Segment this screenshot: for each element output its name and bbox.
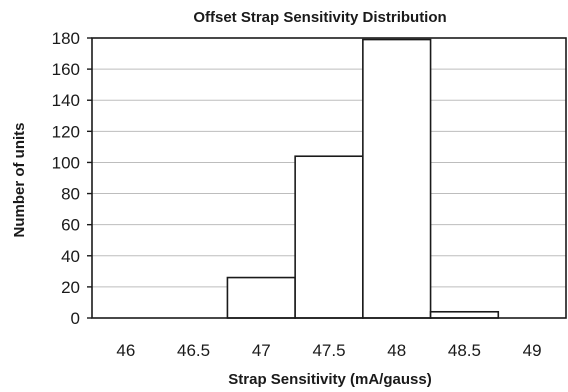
x-tick-label: 46.5	[177, 341, 210, 360]
x-tick-label: 46	[116, 341, 135, 360]
x-axis-label: Strap Sensitivity (mA/gauss)	[228, 371, 431, 388]
y-tick-label: 20	[61, 278, 80, 297]
y-tick-label: 120	[52, 122, 80, 141]
plot-frame	[91, 37, 567, 319]
y-tick-label: 80	[61, 185, 80, 204]
bars	[226, 38, 500, 319]
x-tick-label: 47.5	[312, 341, 345, 360]
histogram-bar	[226, 276, 296, 319]
histogram-bar	[429, 310, 500, 319]
x-axis-ticks: 46 46.5 47 47.5 48 48.5 49	[116, 341, 541, 360]
chart-title: Offset Strap Sensitivity Distribution	[193, 9, 446, 26]
x-tick-label: 48.5	[448, 341, 481, 360]
x-tick-label: 49	[523, 341, 542, 360]
y-tick-label: 40	[61, 247, 80, 266]
y-axis-ticks: 0 20 40 60 80 100 120 140 160 180	[52, 29, 92, 328]
x-tick-label: 48	[387, 341, 406, 360]
histogram-bar	[362, 38, 432, 319]
y-axis-label: Number of units	[11, 123, 28, 238]
histogram-bar	[294, 155, 364, 319]
x-tick-label: 47	[252, 341, 271, 360]
y-tick-label: 140	[52, 91, 80, 110]
y-tick-label: 0	[71, 309, 80, 328]
y-tick-label: 60	[61, 216, 80, 235]
y-tick-label: 180	[52, 29, 80, 48]
y-tick-label: 160	[52, 60, 80, 79]
y-tick-label: 100	[52, 153, 80, 172]
